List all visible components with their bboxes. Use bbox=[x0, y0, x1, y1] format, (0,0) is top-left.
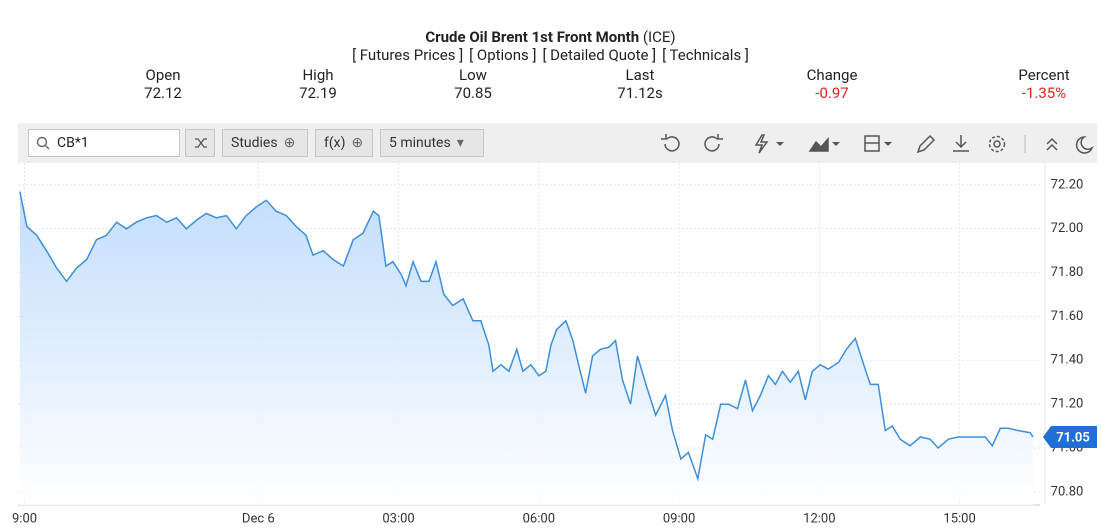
last-price-badge bbox=[1043, 426, 1097, 449]
quote-links: [ Futures Prices ] [ Options ] [ Detailed … bbox=[0, 46, 1101, 64]
settings-icon[interactable] bbox=[993, 140, 1001, 148]
x-tick-label: 9:00 bbox=[12, 511, 37, 526]
theme-icon[interactable] bbox=[1075, 136, 1094, 154]
quote-label: Change bbox=[806, 66, 858, 84]
x-tick-label: 03:00 bbox=[382, 511, 414, 526]
button-label: Studies bbox=[231, 135, 278, 151]
chart-type-icon[interactable] bbox=[808, 137, 829, 152]
download-icon[interactable] bbox=[953, 135, 969, 152]
y-tick-label: 71.40 bbox=[1051, 353, 1084, 368]
quote-link[interactable]: [ Technicals ] bbox=[662, 46, 749, 64]
x-tick-label: Dec 6 bbox=[242, 511, 275, 526]
x-tick-label: 12:00 bbox=[803, 511, 835, 526]
quote-label: Low bbox=[459, 66, 487, 84]
button-icon: ⊕ bbox=[283, 135, 296, 151]
symbol-search[interactable]: CB*1 bbox=[28, 129, 180, 157]
toolbar: CB*1 Studies ⊕ f(x) ⊕ 5 minutes ▾ bbox=[18, 123, 1097, 163]
draw-icon[interactable] bbox=[916, 134, 936, 154]
y-tick-label: 71.60 bbox=[1051, 309, 1084, 324]
x-tick-label: 06:00 bbox=[523, 511, 555, 526]
quote-label: Percent bbox=[1018, 66, 1070, 84]
toolbar-button[interactable]: f(x) ⊕ bbox=[315, 129, 373, 157]
quote-value: -1.35% bbox=[1021, 84, 1067, 102]
quote-label: Last bbox=[625, 66, 655, 84]
caret bbox=[776, 142, 784, 146]
quote-link[interactable]: [ Futures Prices ] bbox=[352, 46, 464, 64]
button-label: f(x) bbox=[324, 135, 346, 151]
quote-link[interactable]: [ Options ] bbox=[469, 46, 537, 64]
caret bbox=[832, 142, 840, 146]
last-price-label: 71.05 bbox=[1056, 430, 1090, 445]
button-label: 5 minutes bbox=[389, 135, 451, 151]
collapse-icon[interactable] bbox=[1046, 137, 1058, 151]
quote-value: -0.97 bbox=[815, 84, 849, 102]
instrument: Crude Oil Brent 1st Front Month bbox=[425, 28, 640, 46]
x-tick-label: 09:00 bbox=[663, 511, 695, 526]
quote-value: 70.85 bbox=[454, 84, 492, 102]
quote-link[interactable]: [ Detailed Quote ] bbox=[542, 46, 657, 64]
y-tick-label: 72.20 bbox=[1051, 177, 1084, 192]
toolbar-button[interactable]: Studies ⊕ bbox=[222, 129, 308, 157]
quote-label: Open bbox=[145, 66, 181, 84]
quote-label: High bbox=[302, 66, 334, 84]
exchange: (ICE) bbox=[642, 28, 676, 46]
quote-value: 71.12s bbox=[617, 84, 663, 102]
button-icon: ⊕ bbox=[351, 135, 364, 151]
y-tick-label: 70.80 bbox=[1051, 484, 1084, 499]
area-fill bbox=[19, 191, 1034, 505]
quote-value: 72.19 bbox=[299, 84, 337, 102]
x-tick-label: 15:00 bbox=[943, 511, 975, 526]
search-icon bbox=[36, 136, 50, 150]
shuffle-icon bbox=[195, 138, 207, 148]
caret bbox=[884, 142, 892, 146]
redo-icon[interactable] bbox=[704, 134, 723, 152]
price-line bbox=[19, 191, 1034, 482]
undo-icon[interactable] bbox=[661, 134, 680, 152]
y-tick-label: 71.80 bbox=[1051, 265, 1084, 280]
quote-title: Crude Oil Brent 1st Front Month (ICE) bbox=[0, 28, 1101, 46]
y-tick-label: 71.20 bbox=[1051, 397, 1084, 412]
button-icon: ▾ bbox=[456, 135, 464, 151]
quote-value: 72.12 bbox=[144, 84, 182, 102]
toolbar-icons bbox=[661, 134, 1094, 154]
toolbar-button[interactable]: 5 minutes ▾ bbox=[380, 129, 484, 157]
compare-button[interactable] bbox=[185, 129, 215, 157]
y-tick-label: 72.00 bbox=[1051, 221, 1084, 236]
events-icon[interactable] bbox=[754, 134, 769, 154]
